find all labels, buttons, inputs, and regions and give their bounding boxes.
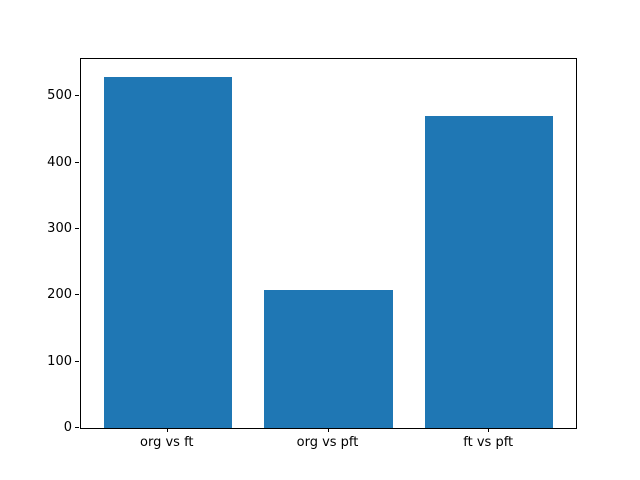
y-tick-mark	[75, 360, 79, 362]
y-tick-mark	[75, 228, 79, 230]
x-tick-label: ft vs pft	[463, 435, 514, 450]
y-tick-label: 200	[47, 287, 72, 303]
bar-org-vs-pft	[264, 290, 393, 428]
x-tick-label: org vs pft	[296, 435, 359, 450]
y-tick-label: 300	[47, 221, 72, 237]
y-tick-label: 500	[47, 88, 72, 104]
x-tick-label: org vs ft	[140, 435, 194, 450]
x-tick-mark	[488, 428, 490, 432]
y-tick-mark	[75, 161, 79, 163]
y-tick-label: 0	[63, 420, 72, 435]
bar-ft-vs-pft	[424, 116, 554, 428]
bar-org-vs-ft	[103, 76, 233, 428]
x-tick-mark	[166, 428, 168, 432]
y-tick-mark	[75, 427, 79, 428]
x-tick-mark	[327, 428, 329, 432]
y-tick-label: 100	[47, 353, 72, 369]
plot-area	[80, 58, 577, 429]
y-tick-label: 400	[47, 154, 72, 170]
y-tick-mark	[75, 294, 79, 296]
y-tick-mark	[75, 95, 79, 97]
